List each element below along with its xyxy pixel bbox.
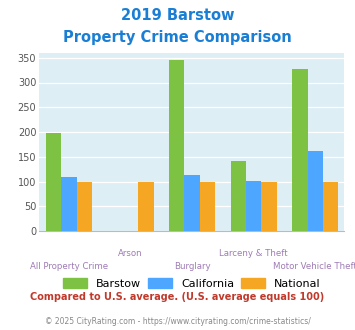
Text: Arson: Arson (118, 249, 143, 258)
Bar (185, 175, 200, 231)
Text: Property Crime Comparison: Property Crime Comparison (63, 30, 292, 45)
Bar (169, 60, 185, 231)
Bar (231, 161, 246, 231)
Bar (138, 182, 154, 231)
Bar (200, 182, 215, 231)
Text: 2019 Barstow: 2019 Barstow (121, 8, 234, 23)
Text: Burglary: Burglary (174, 262, 211, 271)
Legend: Barstow, California, National: Barstow, California, National (58, 273, 325, 293)
Bar (323, 182, 338, 231)
Bar (77, 182, 92, 231)
Bar (61, 177, 77, 231)
Text: Larceny & Theft: Larceny & Theft (219, 249, 288, 258)
Bar (292, 69, 307, 231)
Text: Motor Vehicle Theft: Motor Vehicle Theft (273, 262, 355, 271)
Text: Compared to U.S. average. (U.S. average equals 100): Compared to U.S. average. (U.S. average … (31, 292, 324, 302)
Bar (261, 182, 277, 231)
Bar (46, 134, 61, 231)
Bar (307, 151, 323, 231)
Text: © 2025 CityRating.com - https://www.cityrating.com/crime-statistics/: © 2025 CityRating.com - https://www.city… (45, 317, 310, 326)
Bar (246, 181, 261, 231)
Text: All Property Crime: All Property Crime (30, 262, 108, 271)
